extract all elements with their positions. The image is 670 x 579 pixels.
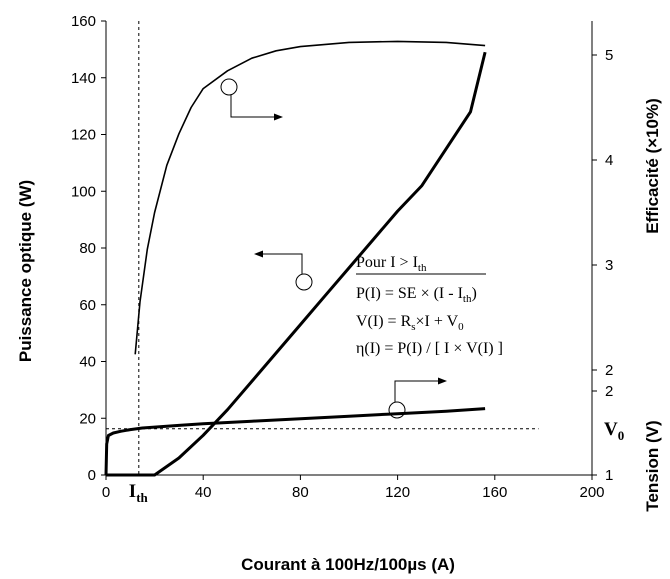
power-marker xyxy=(254,250,313,291)
y-left-tick-label: 40 xyxy=(79,354,96,371)
x-tick-label: 160 xyxy=(482,484,507,501)
y-axis-voltage-label: Tension (V) xyxy=(643,420,662,511)
y-left-tick-label: 60 xyxy=(79,297,96,314)
x-tick-label: 40 xyxy=(195,484,212,501)
threshold-label: Ith xyxy=(129,481,149,505)
y-left-tick-label: 160 xyxy=(71,13,96,30)
x-tick-label: 80 xyxy=(292,484,309,501)
y-left-tick-label: 140 xyxy=(71,70,96,87)
x-tick-label: 0 xyxy=(102,484,110,501)
x-axis-label: Courant à 100Hz/100µs (A) xyxy=(241,555,455,574)
equation-power: P(I) = SE × (I - Ith) xyxy=(356,285,477,305)
axes xyxy=(105,21,593,476)
y-left-tick-label: 0 xyxy=(88,467,96,484)
y-volt-tick-label: 1 xyxy=(605,467,613,484)
x-tick-label: 200 xyxy=(579,484,604,501)
y-eff-tick-label: 4 xyxy=(605,152,613,169)
curve-group xyxy=(104,40,487,477)
efficiency-marker xyxy=(220,78,283,121)
equations-annotation: Pour I > Ith P(I) = SE × (I - Ith) V(I) … xyxy=(356,254,503,357)
equation-voltage: V(I) = Rs×I + V0 xyxy=(356,313,464,333)
y-eff-tick-label: 3 xyxy=(605,257,613,274)
y-axis-left-label: Puissance optique (W) xyxy=(16,180,35,362)
tick-group: 0 40 80 120 160 200 0 20 40 60 80 100 120 140 160 2 3 4 5 1… xyxy=(71,13,613,501)
y-left-tick-label: 80 xyxy=(79,240,96,257)
x-tick-label: 120 xyxy=(385,484,410,501)
y-eff-tick-label: 2 xyxy=(605,362,613,379)
annotation-header: Pour I > Ith xyxy=(356,254,427,274)
y-left-tick-label: 100 xyxy=(71,183,96,200)
y-left-tick-label: 120 xyxy=(71,127,96,144)
y-volt-tick-label: 2 xyxy=(605,383,613,400)
y-left-tick-label: 20 xyxy=(79,410,96,427)
y-eff-tick-label: 5 xyxy=(605,47,613,64)
efficiency-curve xyxy=(134,40,486,355)
voltage-curve xyxy=(104,407,486,476)
v0-label: V0 xyxy=(604,419,624,443)
voltage-marker xyxy=(388,377,447,419)
y-axis-efficiency-label: Efficacité (×10%) xyxy=(643,98,662,234)
equation-efficiency: η(I) = P(I) / [ I × V(I) ] xyxy=(356,340,503,357)
power-curve xyxy=(106,51,487,477)
